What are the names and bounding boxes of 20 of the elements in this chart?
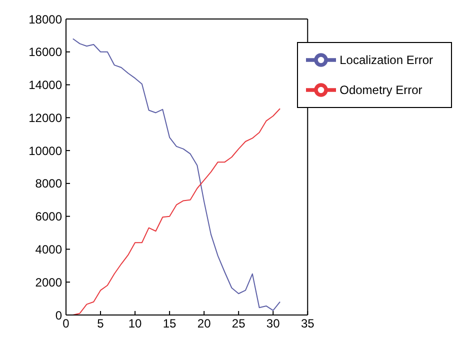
- y-tick-label: 16000: [28, 45, 62, 60]
- x-tick-label: 15: [162, 316, 177, 331]
- legend-label: Odometry Error: [340, 83, 422, 98]
- y-tick-label: 18000: [28, 12, 62, 26]
- y-tick-label: 8000: [35, 176, 62, 191]
- y-tick-label: 10000: [28, 144, 62, 158]
- x-tick-label: 20: [197, 316, 212, 331]
- x-tick-label: 25: [232, 316, 246, 331]
- y-tick-label: 6000: [35, 210, 62, 224]
- x-tick-label: 5: [97, 316, 104, 331]
- x-tick-label: 35: [300, 316, 315, 331]
- y-tick-label: 14000: [28, 78, 62, 92]
- y-tick-label: 4000: [35, 242, 62, 256]
- x-tick-label: 30: [266, 316, 280, 331]
- y-tick-label: 12000: [28, 110, 62, 125]
- y-tick-label: 2000: [35, 275, 62, 290]
- x-tick-label: 10: [128, 316, 142, 331]
- line-series: [72, 108, 281, 315]
- legend-label: Localization Error: [340, 53, 433, 68]
- line-series: [72, 38, 281, 311]
